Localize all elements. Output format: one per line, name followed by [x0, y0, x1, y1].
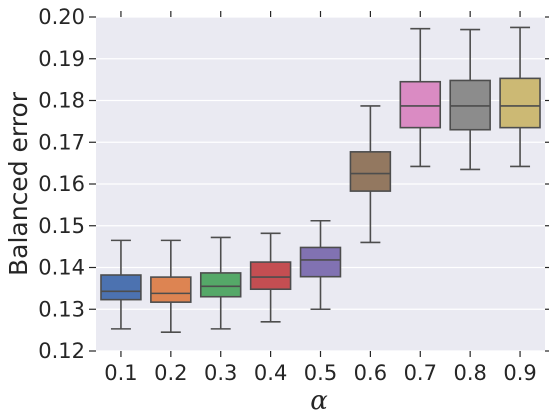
- box-iqr: [249, 261, 292, 291]
- box-iqr: [499, 77, 541, 129]
- y-tick-label: 0.15: [38, 214, 85, 238]
- box-0.8: [449, 28, 491, 171]
- y-tick-label: 0.20: [38, 5, 85, 29]
- axis-ticks: 0.12 0.13 0.14 0.15 0.16 0.17 0.18 0.19 0.20 0.1 0…: [38, 5, 549, 385]
- box-0.5: [299, 219, 342, 311]
- box-iqr: [150, 276, 192, 303]
- box-0.1: [100, 239, 142, 330]
- box-iqr: [349, 151, 392, 192]
- box-0.3: [199, 236, 242, 330]
- x-tick-label: 0.7: [404, 361, 437, 385]
- x-tick-label: 0.3: [204, 361, 237, 385]
- y-tick-label: 0.13: [38, 297, 85, 321]
- y-tick-label: 0.12: [38, 339, 85, 363]
- box-iqr: [449, 79, 491, 131]
- y-tick-label: 0.17: [38, 130, 85, 154]
- x-tick-label: 0.1: [104, 361, 137, 385]
- y-axis-label: Balanced error: [4, 91, 33, 276]
- boxes: [100, 26, 541, 334]
- box-iqr: [100, 274, 142, 301]
- box-0.2: [150, 239, 192, 334]
- box-iqr: [199, 272, 242, 298]
- x-tick-label: 0.6: [354, 361, 387, 385]
- box-iqr: [399, 80, 442, 129]
- box-iqr: [299, 246, 342, 278]
- x-tick-label: 0.2: [154, 361, 187, 385]
- x-axis-label: α: [310, 386, 328, 416]
- x-tick-label: 0.9: [503, 361, 536, 385]
- x-tick-label: 0.8: [453, 361, 486, 385]
- y-tick-label: 0.16: [38, 172, 85, 196]
- box-0.7: [399, 27, 442, 168]
- box-0.9: [499, 26, 541, 168]
- box-0.4: [249, 232, 292, 323]
- x-tick-label: 0.5: [304, 361, 337, 385]
- x-tick-label: 0.4: [254, 361, 287, 385]
- y-tick-label: 0.18: [38, 89, 85, 113]
- y-tick-label: 0.14: [38, 256, 85, 280]
- box-0.6: [349, 105, 392, 244]
- y-tick-label: 0.19: [38, 47, 85, 71]
